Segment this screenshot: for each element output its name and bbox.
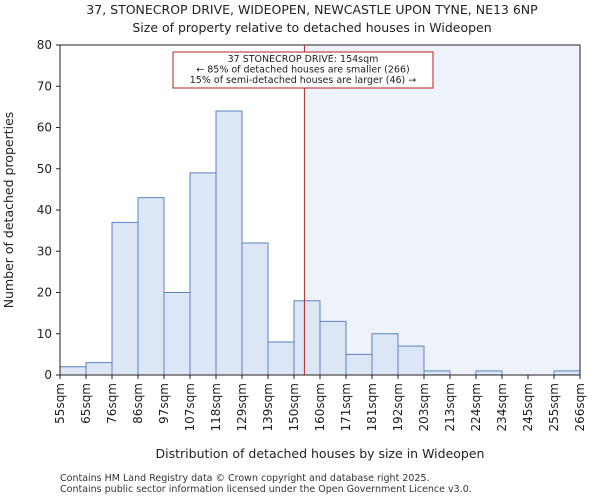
y-tick-label: 50 (37, 162, 52, 176)
histogram-bar (319, 320, 347, 376)
y-tick-label: 0 (44, 368, 52, 382)
x-tick-label: 129sqm (235, 383, 249, 431)
x-tick-label: 266sqm (573, 383, 587, 431)
y-tick-label: 30 (37, 244, 52, 258)
histogram-bar (215, 110, 243, 376)
histogram-bar (85, 362, 113, 376)
x-tick-label: 139sqm (261, 383, 275, 431)
x-tick-label: 55sqm (53, 383, 67, 424)
x-tick-label: 203sqm (417, 383, 431, 431)
x-tick-label: 213sqm (443, 383, 457, 431)
histogram-bar (397, 345, 425, 376)
x-tick-label: 65sqm (79, 383, 93, 424)
y-tick-label: 80 (37, 38, 52, 52)
x-tick-label: 107sqm (183, 383, 197, 431)
y-tick-label: 20 (37, 286, 52, 300)
x-tick-label: 118sqm (209, 383, 223, 431)
histogram-bar (111, 221, 139, 376)
y-tick-label: 40 (37, 203, 52, 217)
histogram-bar (475, 370, 503, 376)
plot-area: 0 10 20 30 40 50 60 70 80 55sqm 65sqm 76sqm 86sqm 97s… (37, 38, 587, 431)
footer-licence: Contains public sector information licen… (60, 484, 472, 495)
chart-subtitle: Size of property relative to detached ho… (132, 20, 491, 35)
histogram-bar (59, 366, 87, 376)
histogram-bar (189, 172, 217, 376)
histogram-bar (553, 370, 581, 376)
y-axis-label: Number of detached properties (1, 112, 16, 309)
histogram-bar (241, 242, 269, 376)
highlight-region (304, 45, 580, 375)
histogram-bar (293, 300, 321, 376)
histogram-bar (267, 341, 295, 376)
x-tick-label: 192sqm (391, 383, 405, 431)
x-tick-label: 224sqm (469, 383, 483, 431)
histogram-bar (137, 197, 165, 376)
x-tick-label: 86sqm (131, 383, 145, 424)
y-tick-label: 10 (37, 327, 52, 341)
x-tick-label: 160sqm (313, 383, 327, 431)
annotation-box (172, 51, 434, 89)
x-tick-label: 181sqm (365, 383, 379, 431)
x-tick-label: 245sqm (521, 383, 535, 431)
annotation-line-1: 37 STONECROP DRIVE: 154sqm (228, 54, 379, 65)
x-tick-label: 171sqm (339, 383, 353, 431)
histogram-bar (345, 353, 373, 376)
x-tick-label: 255sqm (547, 383, 561, 431)
x-axis-label: Distribution of detached houses by size … (156, 446, 485, 461)
x-tick-label: 234sqm (495, 383, 509, 431)
footer-copyright: Contains HM Land Registry data © Crown c… (60, 473, 430, 484)
chart-title: 37, STONECROP DRIVE, WIDEOPEN, NEWCASTLE… (86, 2, 538, 17)
y-tick-label: 60 (37, 121, 52, 135)
x-tick-label: 150sqm (287, 383, 301, 431)
annotation-line-3: 15% of semi-detached houses are larger (… (190, 75, 417, 86)
x-tick-label: 97sqm (157, 383, 171, 424)
annotation-line-2: ← 85% of detached houses are smaller (26… (196, 65, 409, 76)
histogram-bar (163, 292, 191, 376)
y-tick-label: 70 (37, 79, 52, 93)
x-tick-label: 76sqm (105, 383, 119, 424)
histogram-bar (423, 370, 451, 376)
histogram-bar (371, 333, 399, 376)
